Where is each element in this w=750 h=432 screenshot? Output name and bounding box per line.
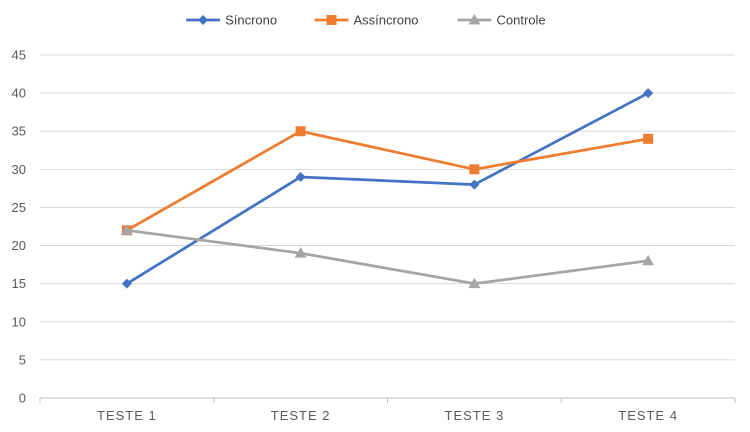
y-axis-ticks: 0 5 10 15 20 25 30 35 40 45 [12,48,26,406]
data-point-assincrono-teste-2 [295,126,306,137]
y-tick-label-45: 45 [12,48,26,63]
data-point-controle-teste-4 [642,254,655,266]
y-tick-label-0: 0 [19,391,26,406]
y-tick-label-20: 20 [12,238,26,253]
data-point-sincrono-teste-1 [121,278,132,289]
legend-item-sincrono: Síncrono [186,13,277,28]
legend-marker-sincrono [198,15,209,25]
legend-marker-controle [468,14,481,25]
series-line-controle [125,228,650,286]
series-line-sincrono [125,91,650,286]
legend-item-assincrono: Assíncrono [314,13,419,28]
chart-gridlines [40,54,735,399]
y-tick-label-40: 40 [12,86,26,101]
data-point-sincrono-teste-4 [643,88,654,99]
y-tick-label-5: 5 [19,352,26,367]
data-point-controle-teste-2 [294,247,307,258]
legend-label-assincrono: Assíncrono [354,13,419,28]
data-point-controle-teste-1 [120,224,133,235]
x-tick-label-teste-3: TESTE 3 [445,408,505,423]
data-point-controle-teste-3 [468,277,481,289]
legend-item-controle: Controle [457,13,546,28]
data-point-assincrono-teste-4 [643,133,654,144]
x-tick-label-teste-2: TESTE 2 [271,408,331,423]
series-controle [120,224,655,289]
legend-label-sincrono: Síncrono [225,13,277,28]
x-axis-ticks: TESTE 1 TESTE 2 TESTE 3 TESTE 4 [39,398,736,423]
legend-label-controle: Controle [497,13,546,28]
x-tick-label-teste-4: TESTE 4 [618,408,678,423]
series-line-assincrono [125,129,650,232]
series-sincrono [121,88,654,289]
data-point-sincrono-teste-2 [295,171,306,182]
y-tick-label-10: 10 [12,314,26,329]
chart-legend: Síncrono Assíncrono Controle [186,13,546,28]
data-point-sincrono-teste-3 [469,179,480,190]
y-tick-label-35: 35 [12,124,26,139]
y-tick-label-15: 15 [12,276,26,291]
chart-series [120,88,655,289]
y-tick-label-25: 25 [12,200,26,215]
data-point-assincrono-teste-3 [469,164,480,175]
x-tick-label-teste-1: TESTE 1 [97,408,157,423]
y-tick-label-30: 30 [12,162,26,177]
legend-marker-assincrono [326,15,337,25]
